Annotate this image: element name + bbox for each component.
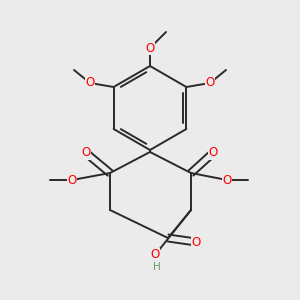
Text: H: H [153,262,161,272]
Text: O: O [81,146,91,160]
Text: O: O [68,173,76,187]
Text: O: O [208,146,217,160]
Text: O: O [146,41,154,55]
Text: O: O [150,248,160,262]
Text: O: O [85,76,94,89]
Text: O: O [206,76,214,89]
Text: O: O [222,173,232,187]
Text: O: O [191,236,201,248]
